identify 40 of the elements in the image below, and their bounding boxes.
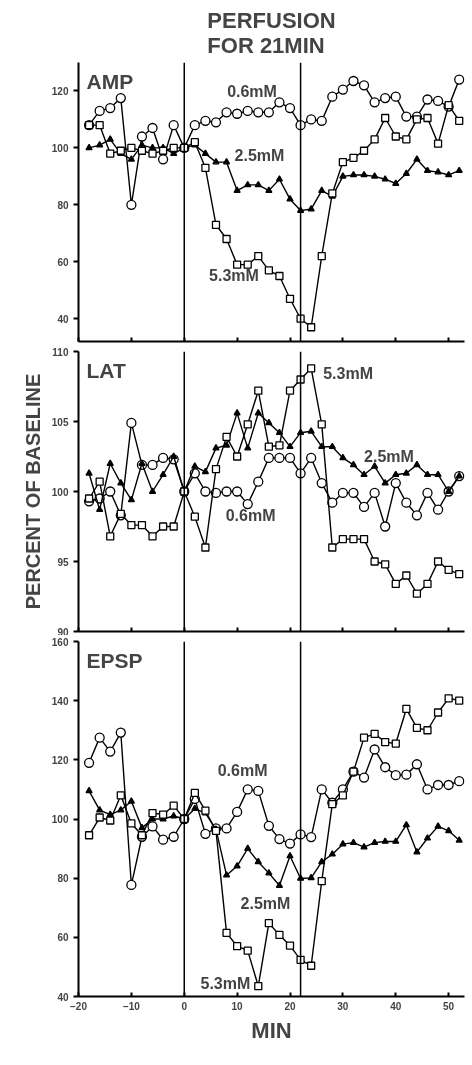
series-label: 0.6mM <box>227 82 277 100</box>
x-tick-label: −20 <box>70 1000 88 1012</box>
chart-title: PERFUSION FOR 21MIN <box>207 7 336 58</box>
series-label: 0.6mM <box>217 762 268 780</box>
x-tick-label: 10 <box>231 1000 244 1012</box>
series-label: 0.6mM <box>225 507 276 525</box>
series-label: 2.5mM <box>234 147 285 165</box>
y-tick-label: 80 <box>57 199 69 211</box>
y-tick-label: 140 <box>51 695 69 707</box>
y-tick-label: 95 <box>57 556 69 568</box>
y-tick-label: 90 <box>57 626 69 638</box>
series-label: 2.5mM <box>364 447 414 465</box>
x-tick-label: 20 <box>284 1000 297 1012</box>
series-label: 5.3mM <box>200 975 251 993</box>
series-label: 2.5mM <box>240 894 291 912</box>
y-tick-label: 120 <box>51 85 69 97</box>
y-tick-label: 80 <box>57 873 69 885</box>
x-tick-label: 30 <box>337 1000 349 1012</box>
y-tick-label: 60 <box>57 256 69 268</box>
annotation: AMP <box>86 69 134 93</box>
x-axis-title: MIN <box>251 1017 292 1043</box>
x-tick-label: 50 <box>443 1000 455 1012</box>
y-tick-label: 100 <box>51 486 69 498</box>
annotation: LAT <box>86 358 126 382</box>
y-tick-label: 160 <box>51 636 69 648</box>
x-tick-label: −10 <box>122 1000 141 1012</box>
x-tick-label: 40 <box>390 1000 402 1012</box>
y-tick-label: 110 <box>52 346 69 358</box>
y-tick-label: 40 <box>57 313 69 325</box>
y-tick-label: 100 <box>51 142 69 154</box>
y-axis-title: PERCENT OF BASELINE <box>21 373 44 610</box>
annotation: EPSP <box>86 648 143 672</box>
x-tick-label: 0 <box>181 1000 188 1012</box>
y-tick-label: 120 <box>51 754 69 766</box>
series-label: 5.3mM <box>323 365 373 383</box>
series-label: 5.3mM <box>209 267 259 285</box>
y-tick-label: 100 <box>51 814 69 825</box>
y-tick-label: 105 <box>51 416 69 428</box>
y-tick-label: 40 <box>57 991 69 1003</box>
y-tick-label: 60 <box>57 932 69 944</box>
